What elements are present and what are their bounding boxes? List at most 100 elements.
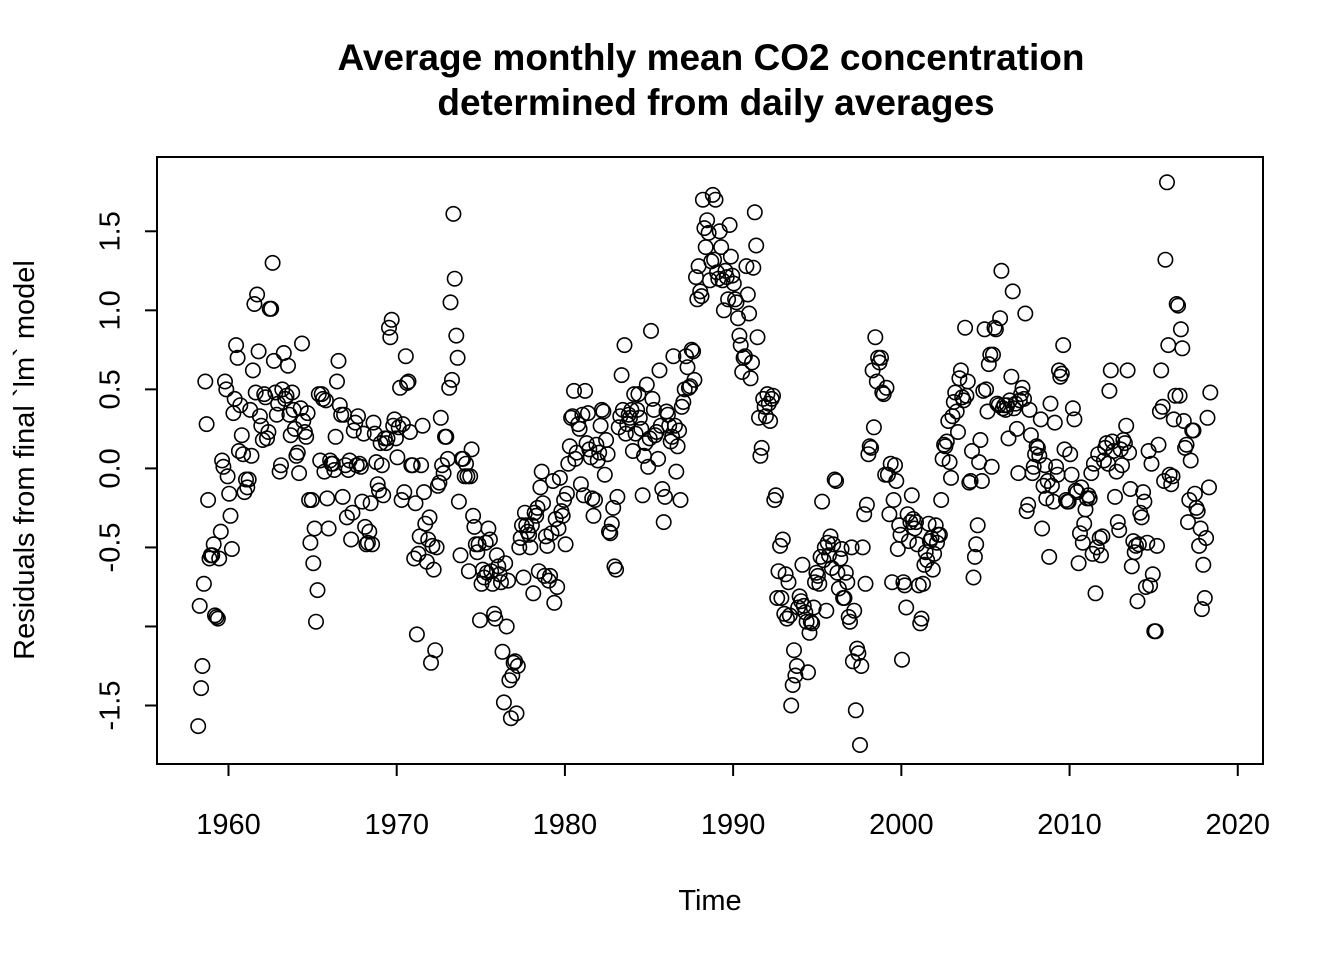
data-point — [700, 224, 717, 241]
data-point — [518, 517, 535, 534]
data-point — [1111, 522, 1128, 539]
data-point — [941, 454, 958, 471]
data-point — [515, 569, 532, 586]
data-point — [1202, 384, 1219, 401]
data-point — [857, 575, 874, 592]
data-point — [891, 517, 908, 534]
data-point — [1056, 441, 1073, 458]
data-point — [198, 416, 215, 433]
data-point — [1041, 548, 1058, 565]
data-point — [1105, 442, 1122, 459]
data-point — [307, 613, 324, 630]
data-point — [721, 217, 738, 234]
data-point — [767, 487, 784, 504]
data-point — [881, 506, 898, 523]
data-point — [731, 327, 748, 344]
data-point — [629, 401, 646, 418]
data-point — [905, 510, 922, 527]
data-point — [850, 645, 867, 662]
data-point — [963, 442, 980, 459]
data-point — [438, 428, 455, 445]
data-point — [591, 444, 608, 461]
data-point — [696, 220, 713, 237]
data-point — [549, 578, 566, 595]
data-point — [959, 373, 976, 390]
data-point — [884, 574, 901, 591]
data-point — [843, 539, 860, 556]
data-point — [257, 389, 274, 406]
data-point — [814, 493, 831, 510]
data-point — [1087, 585, 1104, 602]
data-point — [715, 302, 732, 319]
data-point — [303, 491, 320, 508]
data-point — [624, 442, 641, 459]
data-point — [942, 469, 959, 486]
data-point — [1143, 455, 1160, 472]
data-point — [1081, 490, 1098, 507]
data-point — [1163, 476, 1180, 493]
data-point — [605, 499, 622, 516]
data-point — [863, 439, 880, 456]
data-point — [783, 697, 800, 714]
data-point — [795, 597, 812, 614]
data-point — [841, 613, 858, 630]
data-point — [466, 518, 483, 535]
data-point — [190, 718, 207, 735]
data-point — [365, 414, 382, 431]
data-point — [427, 642, 444, 659]
data-point — [634, 487, 651, 504]
data-point — [443, 371, 460, 388]
data-point — [249, 286, 266, 303]
data-point — [338, 509, 355, 526]
data-point — [944, 408, 961, 425]
data-point — [593, 401, 610, 418]
data-point — [390, 419, 407, 436]
data-point — [962, 472, 979, 489]
data-point — [1048, 458, 1065, 475]
data-point — [986, 319, 1003, 336]
data-point — [375, 487, 392, 504]
data-point — [1123, 558, 1140, 575]
data-point — [725, 275, 742, 292]
data-point — [413, 457, 430, 474]
data-point — [976, 321, 993, 338]
data-point — [931, 526, 948, 543]
data-point — [760, 395, 777, 412]
data-point — [305, 555, 322, 572]
data-point — [312, 452, 329, 469]
data-point — [757, 408, 774, 425]
data-point — [1192, 520, 1209, 537]
data-point — [208, 608, 225, 625]
data-point — [263, 300, 280, 317]
data-point — [439, 450, 456, 467]
data-point — [355, 425, 372, 442]
data-point — [693, 288, 710, 305]
data-point — [1074, 534, 1091, 551]
data-point — [1168, 295, 1185, 312]
data-point — [1055, 337, 1072, 354]
data-point — [885, 491, 902, 508]
data-point — [240, 471, 257, 488]
data-point — [289, 444, 306, 461]
data-point — [436, 428, 453, 445]
data-point — [235, 446, 252, 463]
data-point — [471, 612, 488, 629]
data-point — [320, 520, 337, 537]
data-point — [200, 491, 217, 508]
data-point — [1189, 503, 1206, 520]
data-point — [951, 370, 968, 387]
data-point — [983, 458, 1000, 475]
data-point — [1064, 400, 1081, 417]
data-point — [826, 471, 843, 488]
data-point — [823, 559, 840, 576]
data-point — [298, 428, 315, 445]
data-point — [847, 702, 864, 719]
data-point — [557, 536, 574, 553]
data-point — [728, 294, 745, 311]
data-point — [449, 349, 466, 366]
x-tick-label: 1960 — [196, 809, 261, 841]
data-point — [630, 386, 647, 403]
data-point — [1020, 496, 1037, 513]
data-point — [732, 337, 749, 354]
y-tick-label: -1.5 — [95, 681, 127, 731]
